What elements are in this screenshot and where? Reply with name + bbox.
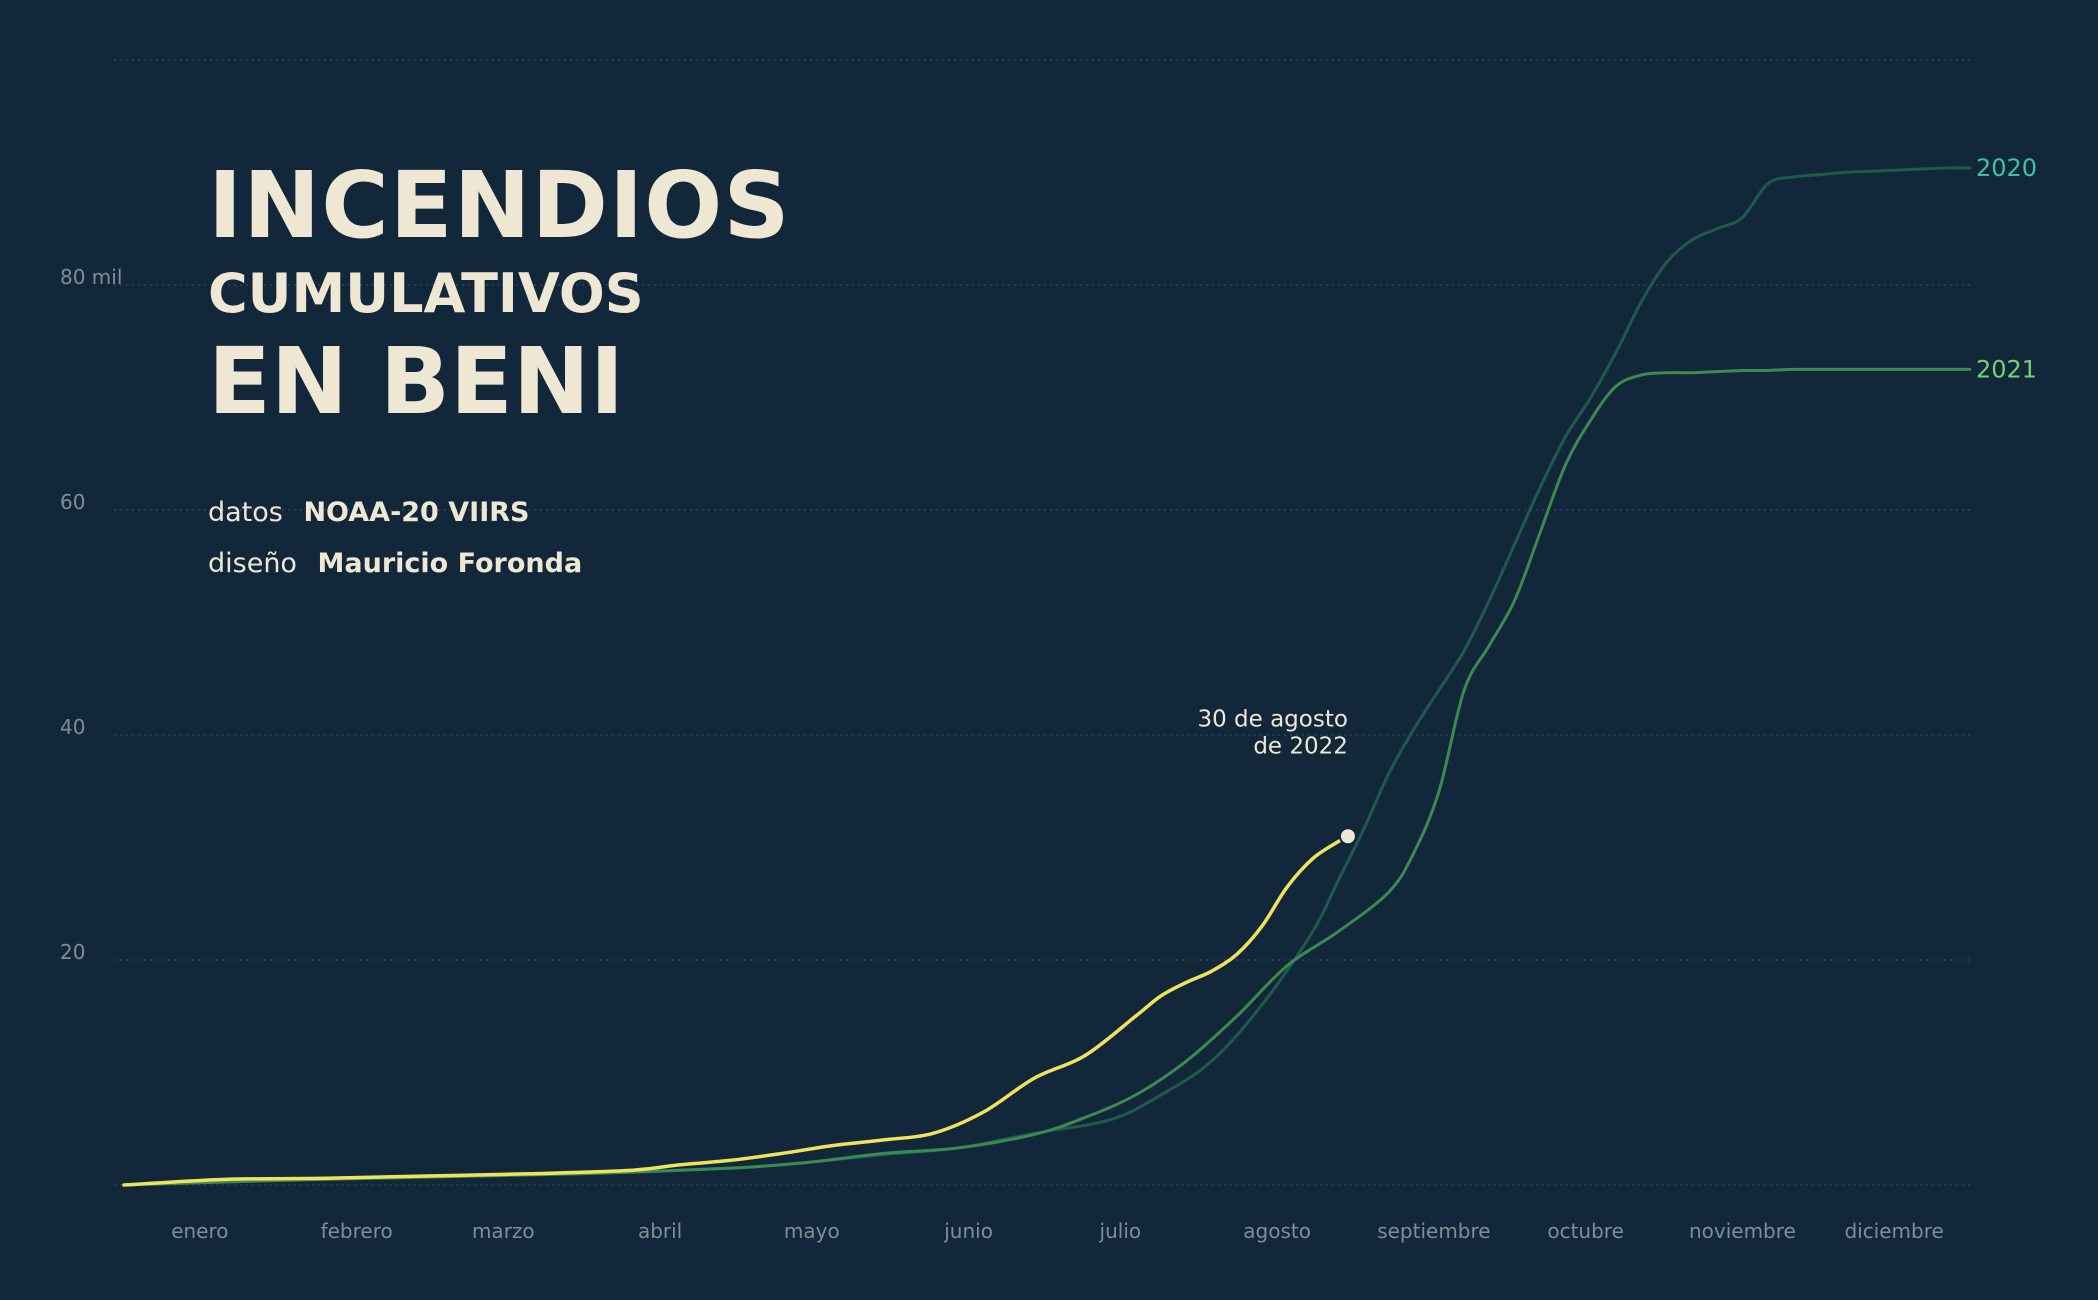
design-credit-label: diseño — [208, 548, 297, 579]
x-tick-label: marzo — [472, 1219, 535, 1243]
x-tick-label: octubre — [1547, 1219, 1624, 1243]
x-tick-label: febrero — [321, 1219, 393, 1243]
x-tick-label: abril — [638, 1219, 682, 1243]
x-tick-label: junio — [943, 1219, 993, 1243]
series-layer — [122, 166, 1972, 1187]
x-tick-label: enero — [171, 1219, 228, 1243]
x-tick-label: agosto — [1243, 1219, 1311, 1243]
y-tick-label: 60 — [60, 490, 85, 514]
annotation-line-2: de 2022 — [1253, 733, 1348, 759]
x-tick-label: diciembre — [1844, 1219, 1943, 1243]
series-line-2021 — [122, 367, 1972, 1187]
title-line-2: CUMULATIVOS — [208, 262, 644, 325]
y-tick-label: 80 mil — [60, 265, 122, 289]
x-tick-label: mayo — [784, 1219, 840, 1243]
data-credit: datos NOAA-20 VIIRS — [208, 497, 529, 528]
x-tick-label: noviembre — [1689, 1219, 1796, 1243]
endpoint-marker — [1338, 827, 1357, 846]
design-credit-value: Mauricio Foronda — [317, 548, 583, 579]
design-credit: diseño Mauricio Foronda — [208, 548, 582, 579]
series-label-2021: 2021 — [1976, 355, 2037, 383]
title-line-1: INCENDIOS — [208, 152, 791, 259]
series-line-2022 — [122, 834, 1350, 1187]
tick-layer: 20 40 60 80 mil enero febrero marzo abril mayo ju… — [60, 265, 1944, 1243]
series-label-2020: 2020 — [1976, 154, 2037, 182]
title-line-3: EN BENI — [208, 328, 625, 435]
y-tick-label: 20 — [60, 940, 85, 964]
data-credit-value: NOAA-20 VIIRS — [303, 497, 530, 528]
data-credit-label: datos — [208, 497, 283, 528]
y-tick-label: 40 — [60, 715, 85, 739]
chart-title: INCENDIOS CUMULATIVOS EN BENI — [208, 150, 791, 438]
x-tick-label: julio — [1099, 1219, 1142, 1243]
x-tick-label: septiembre — [1377, 1219, 1490, 1243]
annotation-line-1: 30 de agosto — [1197, 706, 1347, 732]
